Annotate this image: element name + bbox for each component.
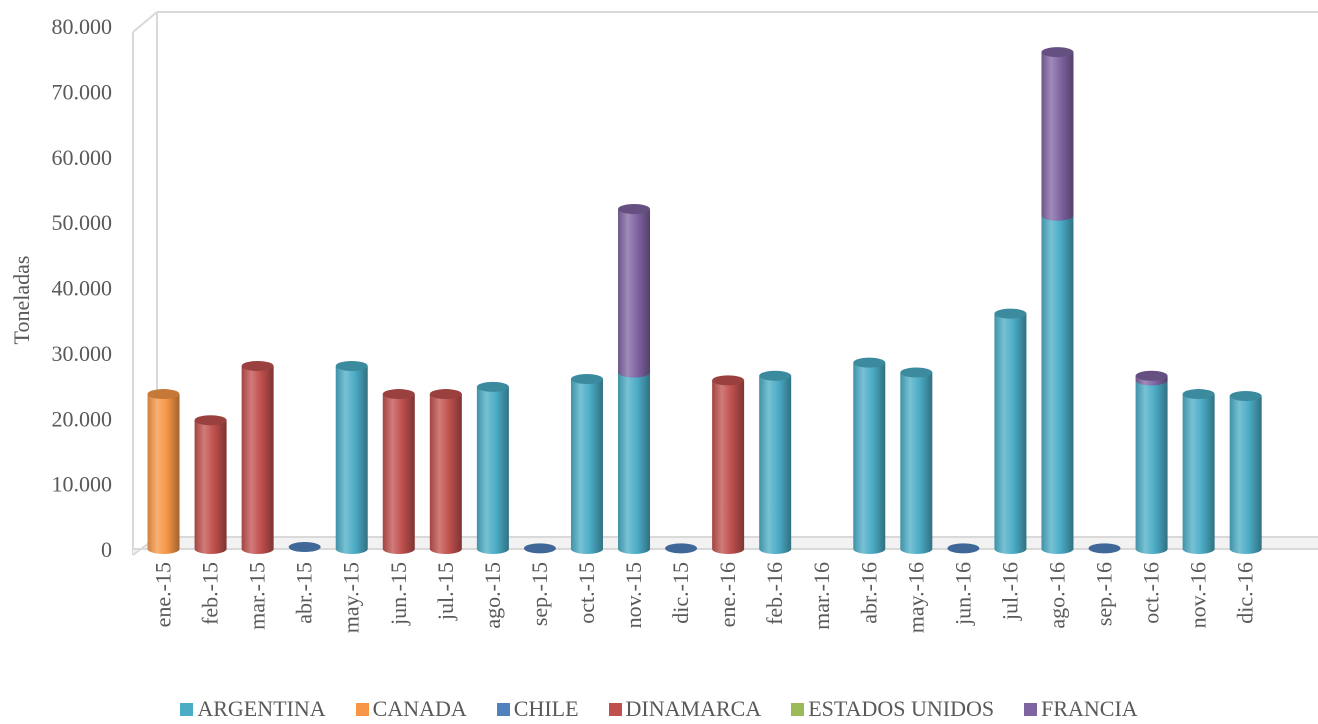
bar-argentina-ago.-15 [476, 381, 509, 554]
bar-francia-oct.-16 [1135, 370, 1168, 386]
x-tick-label: mar.-15 [245, 562, 270, 630]
x-axis-ticks: ene.-15 feb.-15 mar.-15 abr.-15 may.-15 jun.-… [151, 562, 1258, 633]
x-tick-label: feb.-15 [198, 562, 223, 625]
y-tick-label: 30.000 [52, 341, 113, 366]
bar-argentina-may.-15 [335, 360, 368, 554]
bar-dinamarca-mar.-15 [241, 360, 274, 554]
x-tick-label: jun.-16 [950, 562, 975, 626]
bar-chile-jun.-16 [947, 543, 980, 554]
legend-swatch [791, 702, 805, 716]
y-tick-label: 20.000 [52, 406, 113, 431]
legend-item: CHILE [496, 696, 579, 722]
bars-layer [147, 47, 1262, 554]
legend-label: CHILE [513, 696, 579, 721]
legend-item: CANADA [355, 696, 467, 722]
bar-francia-ago.-16 [1041, 47, 1074, 221]
bar-chile-sep.-15 [523, 543, 556, 554]
bar-argentina-abr.-16 [853, 357, 886, 554]
legend-label: CANADA [372, 696, 467, 721]
y-axis-ticks: 0 10.000 20.000 30.000 40.000 50.000 60.000 70.… [52, 14, 113, 562]
bar-argentina-ago.-16 [1041, 210, 1074, 554]
bar-argentina-nov.-16 [1182, 389, 1215, 554]
y-tick-label: 80.000 [52, 14, 113, 39]
x-tick-label: jul.-16 [997, 562, 1022, 621]
legend-label: FRANCIA [1041, 696, 1138, 721]
x-tick-label: jul.-15 [433, 562, 458, 621]
x-tick-label: nov.-16 [1186, 562, 1211, 628]
bar-argentina-oct.-15 [570, 374, 603, 554]
x-tick-label: dic.-15 [668, 562, 693, 624]
bar-chile-dic.-15 [665, 543, 698, 554]
x-tick-label: dic.-16 [1233, 562, 1258, 624]
bar-chile-sep.-16 [1088, 543, 1121, 554]
legend-swatch [496, 702, 510, 716]
legend-item: DINAMARCA [608, 696, 762, 722]
bar-canada-ene.-15 [147, 389, 180, 554]
y-tick-label: 70.000 [52, 79, 113, 104]
legend-item: ARGENTINA [180, 696, 326, 722]
legend-label: ESTADOS UNIDOS [808, 696, 995, 721]
bar-dinamarca-jun.-15 [382, 389, 415, 554]
bar-argentina-jul.-16 [994, 308, 1027, 554]
bar-dinamarca-ene.-16 [712, 375, 745, 554]
y-tick-label: 60.000 [52, 145, 113, 170]
x-tick-label: mar.-16 [809, 562, 834, 630]
x-tick-label: feb.-16 [762, 562, 787, 625]
x-tick-label: ene.-15 [151, 562, 176, 627]
x-tick-label: jun.-15 [386, 562, 411, 626]
bar-chile-abr.-15 [288, 542, 321, 553]
legend: ARGENTINA CANADA CHILE DINAMARCA ESTADOS UNI… [0, 694, 1318, 724]
x-tick-label: may.-16 [903, 562, 928, 633]
x-tick-label: oct.-16 [1139, 562, 1164, 624]
y-tick-label: 40.000 [52, 276, 113, 301]
y-axis-title: Toneladas [9, 256, 34, 345]
x-tick-label: ago.-16 [1044, 562, 1069, 629]
legend-swatch [180, 702, 194, 716]
legend-swatch [355, 702, 369, 716]
legend-swatch [1024, 702, 1038, 716]
x-tick-label: nov.-15 [621, 562, 646, 628]
y-tick-label: 50.000 [52, 210, 113, 235]
bar-argentina-may.-16 [900, 367, 933, 554]
y-tick-label: 0 [101, 537, 112, 562]
bar-argentina-nov.-15 [618, 367, 651, 554]
y-tick-label: 10.000 [52, 472, 113, 497]
bar-dinamarca-feb.-15 [194, 415, 227, 554]
x-tick-label: sep.-16 [1092, 562, 1117, 626]
legend-label: DINAMARCA [625, 696, 762, 721]
x-tick-label: oct.-15 [574, 562, 599, 624]
legend-swatch [608, 702, 622, 716]
legend-item: ESTADOS UNIDOS [791, 696, 994, 722]
bar-francia-nov.-15 [618, 204, 651, 378]
bar-argentina-oct.-16 [1135, 375, 1168, 554]
legend-item: FRANCIA [1024, 696, 1138, 722]
x-tick-label: abr.-15 [292, 562, 317, 624]
bar-dinamarca-jul.-15 [429, 389, 462, 554]
x-tick-label: abr.-16 [856, 562, 881, 624]
x-tick-label: sep.-15 [527, 562, 552, 626]
bar-argentina-feb.-16 [759, 370, 792, 554]
x-tick-label: ago.-15 [480, 562, 505, 629]
x-tick-label: ene.-16 [715, 562, 740, 627]
legend-label: ARGENTINA [197, 696, 326, 721]
chart-area: 0 10.000 20.000 30.000 40.000 50.000 60.000 70.… [9, 11, 1318, 633]
x-tick-label: may.-15 [339, 562, 364, 633]
bar-argentina-dic.-16 [1229, 391, 1262, 554]
